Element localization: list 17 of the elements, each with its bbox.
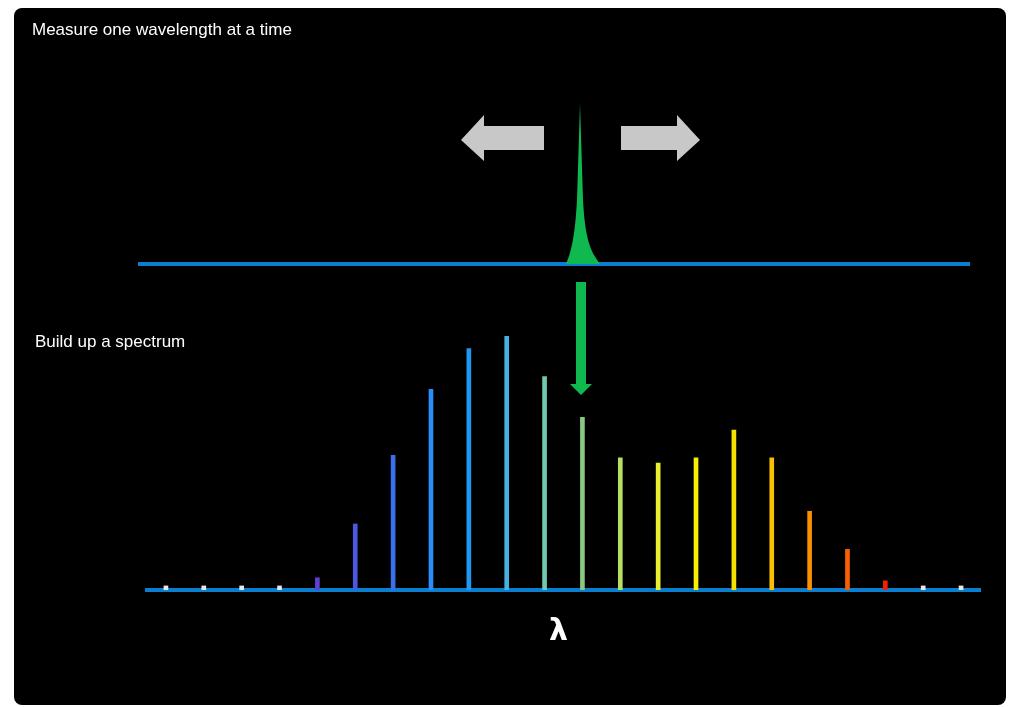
bar (504, 336, 510, 590)
chart-title: Measure one wavelength at a time (32, 19, 292, 39)
bar (845, 549, 850, 590)
bar (542, 376, 547, 590)
bar (920, 585, 926, 590)
x-axis-title: λ (549, 611, 569, 647)
bar (352, 523, 358, 590)
bar (277, 585, 282, 590)
bar (883, 580, 888, 590)
bar (769, 457, 775, 590)
bar (315, 577, 320, 590)
bar (201, 585, 207, 590)
bar (807, 510, 812, 590)
annotation: Build up a spectrum (35, 331, 186, 351)
bar (580, 416, 585, 590)
bar (239, 585, 244, 590)
bar (617, 457, 623, 590)
